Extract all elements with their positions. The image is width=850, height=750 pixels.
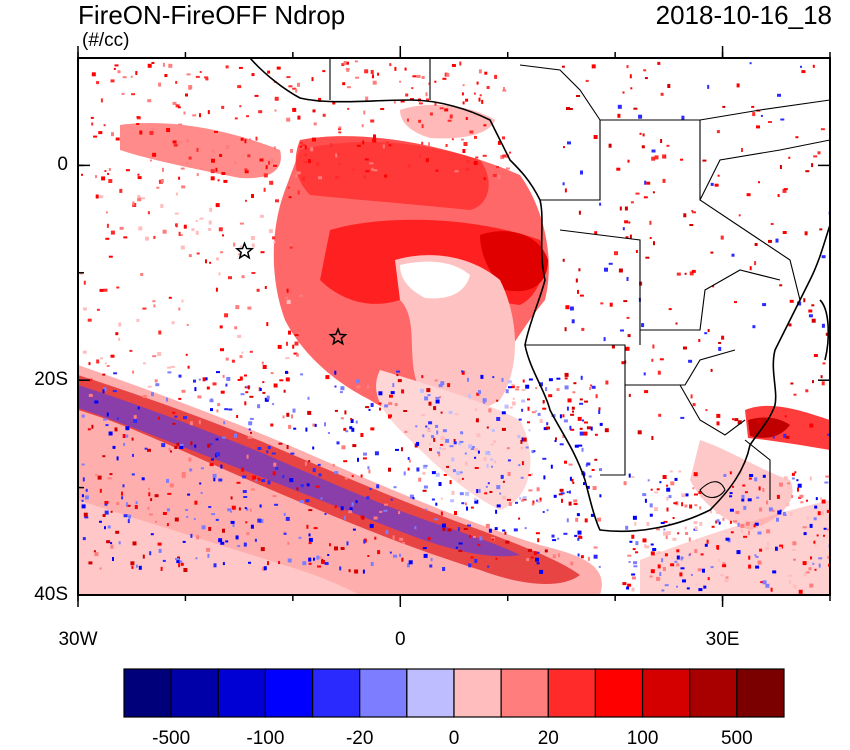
colorbar-swatch	[547, 668, 597, 718]
site-markers	[234, 241, 348, 346]
colorbar-label: -20	[345, 728, 374, 749]
madagascar	[819, 299, 830, 361]
map-datetime: 2018-10-16_18	[655, 0, 832, 30]
lat-tick-label: 0	[57, 154, 68, 176]
plume-south-light	[376, 370, 531, 510]
colorbar-label: -500	[152, 728, 191, 749]
north-band	[295, 136, 489, 210]
frontal-band-blue	[78, 385, 520, 557]
colorbar-label: 20	[537, 728, 559, 749]
lon-tick-label: 0	[394, 629, 406, 650]
colorbar-swatch	[123, 668, 172, 718]
southeast-coast	[690, 440, 793, 530]
colorbar-swatch	[311, 668, 361, 718]
colorbar-label: 0	[448, 728, 460, 749]
mozambique-red	[745, 405, 830, 450]
colorbar-swatch	[453, 668, 502, 718]
gulf-band	[400, 104, 495, 139]
colorbar-label: 500	[720, 728, 753, 749]
colorbar-swatch	[594, 668, 644, 718]
map-title: FireON-FireOFF Ndrop	[78, 0, 346, 30]
map-units: (#/cc)	[82, 30, 130, 51]
northwest-band	[120, 122, 281, 179]
colorbar-swatch	[736, 668, 785, 718]
colorbar-swatch	[359, 668, 408, 718]
star-marker-1	[234, 241, 255, 260]
colorbar-swatch	[406, 668, 455, 718]
colorbar-label: 100	[626, 728, 659, 749]
southeast-light	[640, 500, 830, 595]
colorbar	[123, 668, 785, 718]
colorbar-label: -100	[246, 728, 285, 749]
scatter-pixels	[80, 60, 830, 594]
star-marker-2	[328, 327, 348, 346]
africa-coast	[249, 58, 830, 533]
colorbar-swatch	[641, 668, 691, 718]
colorbar-swatch	[217, 668, 267, 718]
map-frame	[77, 57, 831, 596]
coastlines	[249, 58, 830, 533]
country-borders	[329, 58, 830, 500]
colorbar-swatch	[170, 668, 219, 718]
ndrop-field	[78, 60, 830, 595]
lat-tick-label: 20S	[34, 369, 68, 391]
lon-tick-label: 30W	[58, 629, 98, 650]
lon-tick-label: 30E	[705, 629, 740, 650]
colorbar-swatch	[500, 668, 549, 718]
plume-coast-core	[480, 231, 548, 292]
southwest-light	[78, 500, 360, 595]
colorbar-swatch	[689, 668, 738, 718]
lat-tick-label: 40S	[34, 584, 68, 605]
plume-inner-white	[400, 261, 470, 299]
colorbar-swatch	[264, 668, 314, 718]
axis-ticks	[77, 46, 831, 607]
